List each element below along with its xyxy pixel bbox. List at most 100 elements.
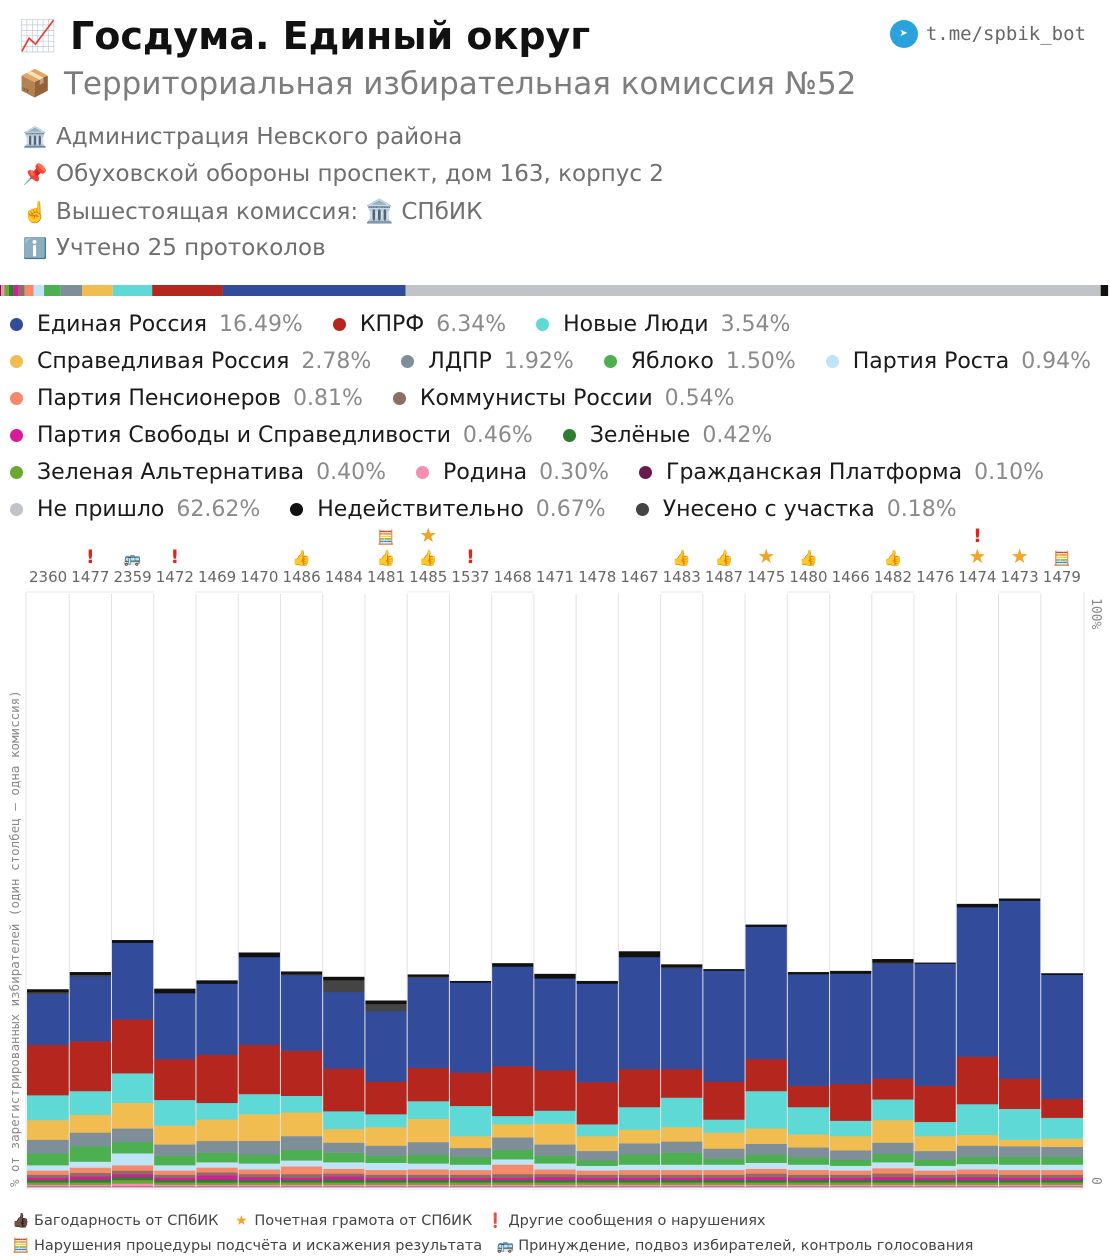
bar-segment[interactable] [660,1164,703,1171]
bar-segment[interactable] [871,958,915,963]
bar-segment[interactable] [998,898,1041,901]
bar-segment[interactable] [914,1186,957,1188]
bar-segment[interactable] [69,1179,112,1183]
bar-segment[interactable] [914,1159,957,1166]
bar-segment[interactable] [998,1186,1041,1188]
bar-segment[interactable] [153,1179,196,1183]
bar-segment[interactable] [153,591,196,989]
bar-segment[interactable] [871,1182,915,1185]
x-tick-label[interactable]: 1473 [1001,568,1039,586]
bar-segment[interactable] [280,1186,323,1188]
bar-segment[interactable] [364,1003,408,1012]
bar-segment[interactable] [449,1156,492,1165]
bar-segment[interactable] [914,1136,957,1152]
bar-segment[interactable] [364,1184,408,1187]
bar-segment[interactable] [914,1085,957,1123]
bar-segment[interactable] [998,1179,1041,1183]
bar-segment[interactable] [998,1156,1041,1165]
bar-segment[interactable] [745,1154,788,1163]
bar-segment[interactable] [576,587,619,981]
abacus-icon[interactable]: 🧮 [377,529,394,546]
bar-segment[interactable] [787,1174,830,1178]
bar-segment[interactable] [449,1072,492,1107]
bar-segment[interactable] [576,1165,619,1171]
bar-segment[interactable] [829,1186,872,1188]
bar-segment[interactable] [956,1184,999,1187]
bar-segment[interactable] [576,1170,619,1175]
bar-segment[interactable] [111,1153,154,1166]
bar-segment[interactable] [153,1182,196,1185]
bar-segment[interactable] [914,1121,957,1137]
bar-segment[interactable] [280,1136,323,1150]
bar-segment[interactable] [660,1182,703,1185]
x-tick-label[interactable]: 1483 [663,568,701,586]
bar-segment[interactable] [787,1164,830,1171]
bar-segment[interactable] [576,983,619,1083]
bar-segment[interactable] [702,1148,746,1159]
bar-segment[interactable] [914,1179,957,1183]
bar-segment[interactable] [449,1177,492,1181]
bar-segment[interactable] [491,1124,534,1138]
bar-segment[interactable] [533,1169,577,1175]
bar-segment[interactable] [280,1173,323,1178]
bar-segment[interactable] [998,594,1041,899]
bar-segment[interactable] [407,1101,450,1120]
bar-segment[interactable] [576,1184,619,1187]
bar-segment[interactable] [660,967,703,969]
bar-segment[interactable] [533,1155,577,1164]
bar-segment[interactable] [27,1174,70,1178]
star-icon[interactable]: ★ [757,544,775,568]
bar-segment[interactable] [69,1161,112,1168]
bar-segment[interactable] [195,1182,239,1185]
x-tick-label[interactable]: 1471 [536,568,574,586]
legend-item[interactable]: Недействительно 0.67% [290,497,606,522]
bar-segment[interactable] [576,1182,619,1185]
bar-segment[interactable] [829,1083,872,1121]
bar-segment[interactable] [491,1184,534,1187]
bar-segment[interactable] [956,1156,999,1165]
bus-icon[interactable]: 🚌 [124,551,142,567]
bar-segment[interactable] [745,1173,788,1178]
bar-segment[interactable] [533,1186,577,1188]
bar-segment[interactable] [238,1093,281,1115]
bar-segment[interactable] [660,1184,703,1187]
bar-segment[interactable] [914,963,957,1086]
legend-item[interactable]: Новые Люди 3.54% [536,312,790,337]
bar-segment[interactable] [407,977,450,1069]
bar-segment[interactable] [618,1169,661,1175]
bar-segment[interactable] [111,1141,154,1154]
bar-segment[interactable] [787,1085,830,1108]
bar-segment[interactable] [280,1160,323,1167]
bar-segment[interactable] [660,1169,703,1175]
thanks-icon[interactable]: 👍 [715,549,734,567]
thanks-icon[interactable]: 👍 [419,549,438,567]
bar-segment[interactable] [745,924,788,927]
bar-segment[interactable] [322,1162,365,1169]
bar-segment[interactable] [238,1179,281,1183]
bar-segment[interactable] [69,594,112,973]
bar-segment[interactable] [364,1114,408,1128]
bar-segment[interactable] [449,1179,492,1183]
bar-segment[interactable] [27,993,70,1045]
exclamation-icon[interactable]: ! [86,546,95,568]
bar-segment[interactable] [871,963,915,1079]
bar-segment[interactable] [533,1179,577,1183]
x-tick-label[interactable]: 1537 [451,568,489,586]
bar-segment[interactable] [829,1165,872,1171]
bar-segment[interactable] [27,1139,70,1154]
bar-segment[interactable] [322,1186,365,1188]
bar-segment[interactable] [1040,591,1083,974]
bar-segment[interactable] [956,1163,999,1170]
bar-segment[interactable] [914,1174,957,1178]
bar-segment[interactable] [618,1143,661,1155]
bar-segment[interactable] [364,1145,408,1156]
bar-segment[interactable] [956,1176,999,1181]
bar-segment[interactable] [533,1163,577,1170]
bar-segment[interactable] [69,971,112,975]
thanks-icon[interactable]: 👍 [292,549,311,567]
thanks-icon[interactable]: 👍 [672,549,691,567]
bar-segment[interactable] [449,1164,492,1171]
bar-segment[interactable] [238,1044,281,1095]
bar-segment[interactable] [195,983,239,1056]
bar-segment[interactable] [533,589,577,974]
